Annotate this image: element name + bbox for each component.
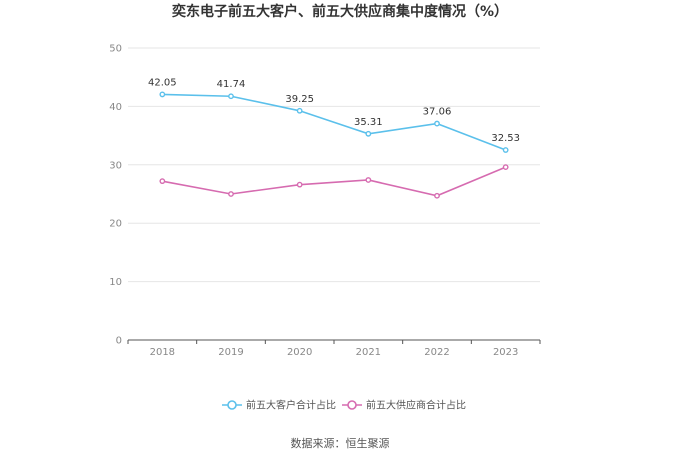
legend-label: 前五大供应商合计占比 <box>366 399 466 412</box>
x-tick-label: 2021 <box>356 347 381 358</box>
series-line-2 <box>162 166 506 197</box>
series <box>159 91 509 199</box>
data-point <box>502 164 509 171</box>
y-tick-label: 0 <box>116 336 122 347</box>
data-point <box>434 120 440 127</box>
data-label: 37.06 <box>423 107 452 118</box>
data-label: 32.53 <box>491 133 520 144</box>
y-tick-label: 50 <box>109 44 122 55</box>
data-point <box>296 181 303 188</box>
x-tick-label: 2022 <box>424 347 449 358</box>
x-tick-label: 2018 <box>150 347 175 358</box>
data-point <box>365 177 372 183</box>
legend-marker <box>227 400 237 410</box>
grid <box>128 47 540 283</box>
data-point <box>228 191 234 197</box>
data-labels: 42.05 41.74 39.25 35.31 37.06 32.53 <box>148 77 520 144</box>
data-point <box>502 147 509 153</box>
legend-label: 前五大客户合计占比 <box>246 399 336 412</box>
legend-item-2: 前五大供应商合计占比 <box>342 399 466 412</box>
data-point <box>159 178 166 185</box>
data-label: 39.25 <box>285 94 314 105</box>
y-tick-label: 30 <box>109 160 122 171</box>
y-tick-label: 10 <box>109 277 122 288</box>
chart-title: 奕东电子前五大客户、前五大供应商集中度情况（%） <box>172 3 508 20</box>
data-point <box>159 91 166 98</box>
x-tick-label: 2020 <box>287 347 312 358</box>
data-point <box>296 107 303 114</box>
data-label: 41.74 <box>217 79 246 90</box>
data-point <box>434 192 440 199</box>
x-tick-label: 2019 <box>218 347 243 358</box>
data-point <box>365 130 372 137</box>
series-line-1 <box>162 93 506 151</box>
data-point <box>228 93 234 100</box>
axes: 0 10 20 30 40 50 2018 2019 2020 2021 2022 2023 <box>109 44 541 358</box>
data-label: 35.31 <box>354 117 383 128</box>
y-tick-label: 40 <box>109 102 122 113</box>
legend: 前五大客户合计占比 前五大供应商合计占比 <box>222 399 466 412</box>
data-source: 数据来源：恒生聚源 <box>291 436 390 450</box>
legend-item-1: 前五大客户合计占比 <box>222 399 336 412</box>
data-label: 42.05 <box>148 77 177 88</box>
x-tick-label: 2023 <box>493 347 518 358</box>
y-tick-label: 20 <box>109 219 122 230</box>
legend-marker <box>347 400 357 410</box>
